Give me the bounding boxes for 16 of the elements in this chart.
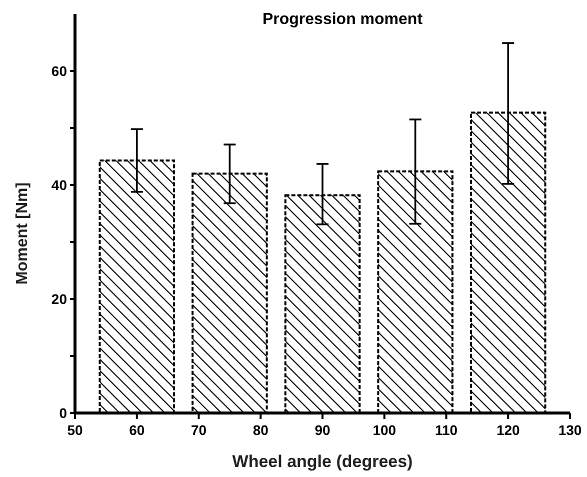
x-tick-label: 120 bbox=[496, 422, 520, 438]
x-tick-label: 110 bbox=[434, 422, 458, 438]
y-axis-title: Moment [Nm] bbox=[14, 182, 31, 285]
chart-title: Progression moment bbox=[262, 11, 424, 28]
x-tick-label: 60 bbox=[129, 422, 145, 438]
y-tick-label: 20 bbox=[51, 290, 68, 307]
x-axis-title: Wheel angle (degrees) bbox=[232, 452, 413, 471]
x-tick-label: 100 bbox=[372, 422, 396, 438]
x-tick-label: 70 bbox=[190, 422, 207, 438]
x-tick-label: 80 bbox=[252, 422, 269, 438]
y-tick-label: 40 bbox=[51, 176, 68, 193]
x-tick-label: 90 bbox=[314, 422, 330, 438]
x-tick-label: 130 bbox=[558, 422, 582, 438]
y-tick-label: 60 bbox=[51, 62, 68, 79]
x-tick-label: 50 bbox=[67, 422, 83, 438]
y-tick-label: 0 bbox=[59, 404, 68, 421]
